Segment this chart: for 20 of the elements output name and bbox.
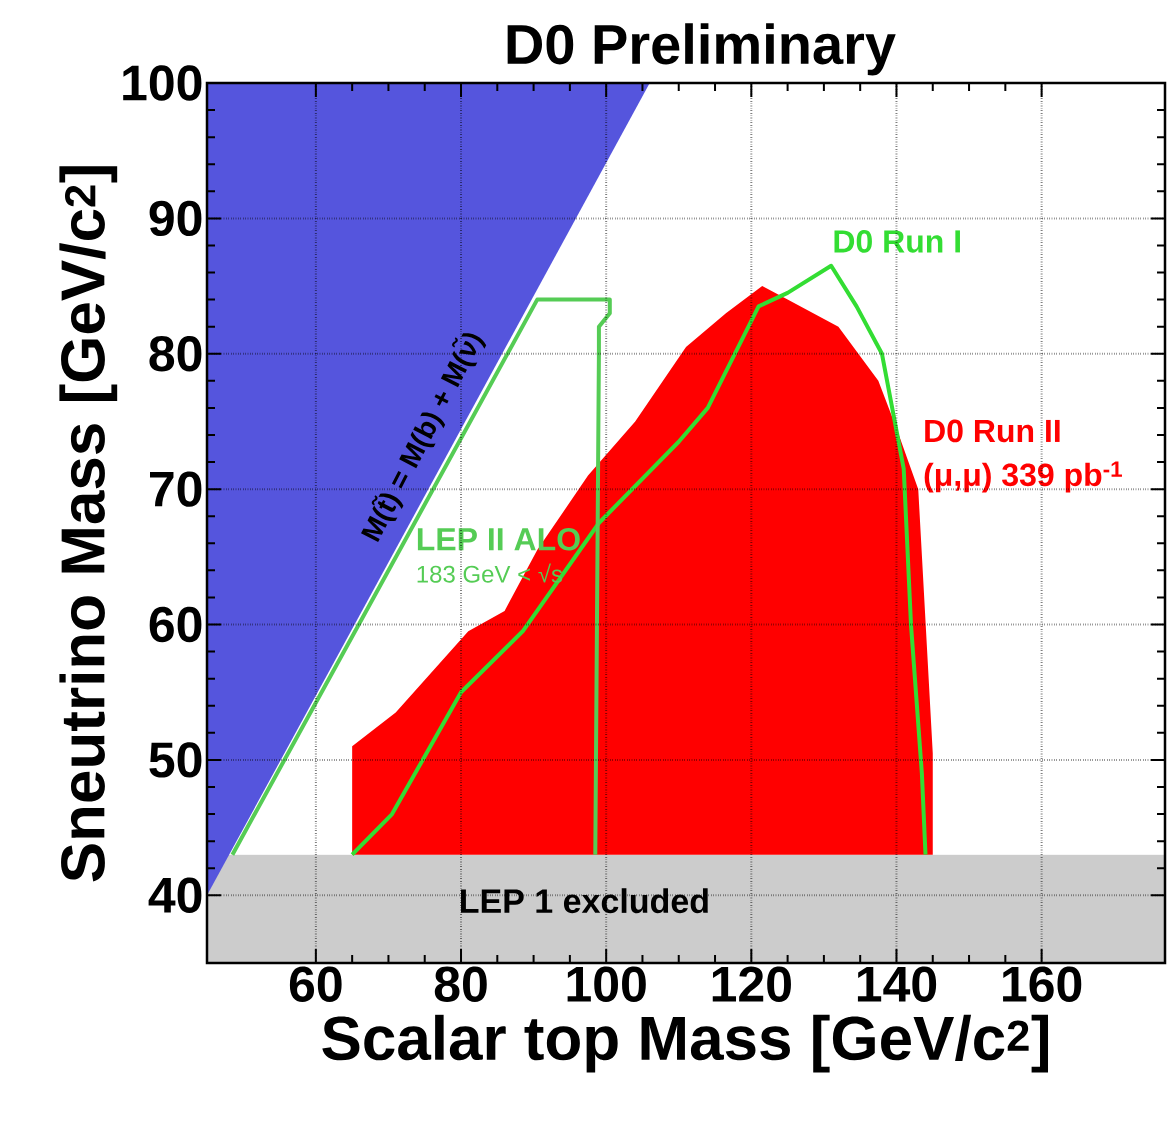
band-label: LEP 1 excluded — [461, 888, 708, 914]
chart-title: D0 Preliminary — [507, 23, 896, 76]
series-label: D0 Run II — [925, 419, 1060, 443]
x-tick-label: 60 — [289, 966, 342, 1002]
x-tick-label: 160 — [1003, 966, 1082, 1002]
x-axis-title: Scalar top Mass [GeV/c$^{2}$] — [322, 1014, 1049, 1073]
y-tick-label: 40 — [148, 877, 202, 913]
series-label: D0 Run I — [834, 230, 960, 253]
y-tick-label: 50 — [149, 742, 202, 778]
x-tick-label: 140 — [857, 966, 937, 1002]
y-tick-label: 80 — [149, 336, 202, 372]
x-tick-label: 80 — [434, 966, 487, 1002]
x-tick-label: 100 — [567, 966, 646, 1002]
x-tick-label: 120 — [712, 966, 791, 1002]
y-tick-label: 100 — [123, 65, 202, 101]
y-tick-label: 70 — [150, 471, 202, 507]
y-axis-title: Sneutrino Mass [GeV/c$^{2}$] — [59, 166, 118, 882]
y-tick-label: 60 — [149, 606, 202, 643]
annotation: (μ,μ) 339 pb$^{-1}$ — [924, 461, 1122, 493]
y-tick-label: 90 — [149, 200, 202, 237]
